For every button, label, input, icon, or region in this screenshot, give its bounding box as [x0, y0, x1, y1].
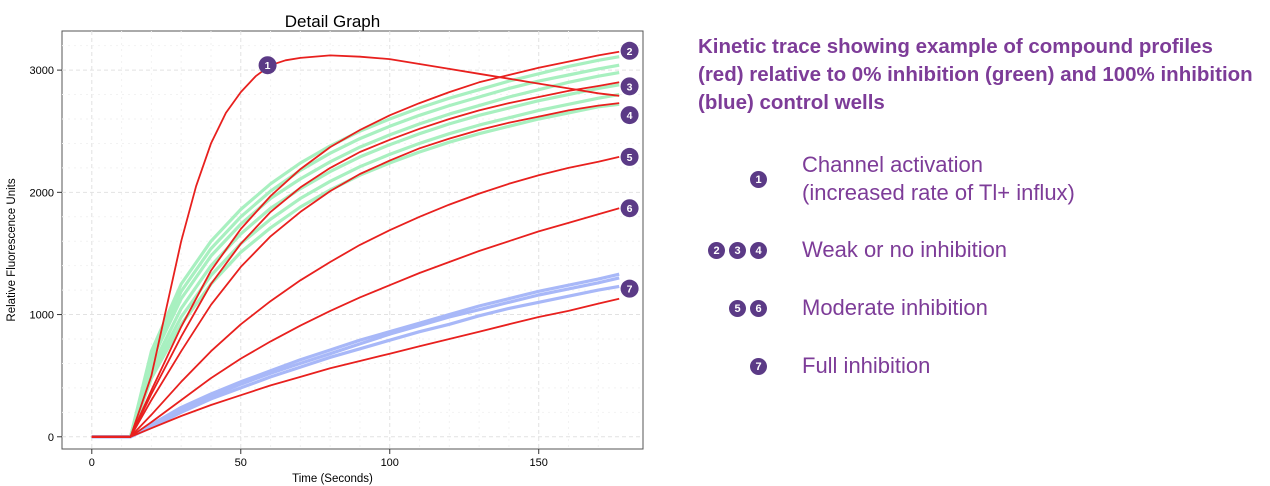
- chart-title: Detail Graph: [285, 12, 380, 31]
- marker-circle-7: [620, 279, 639, 298]
- marker-circle-2: [620, 41, 639, 60]
- y-tick-label: 0: [48, 432, 54, 444]
- x-tick-label: 0: [89, 457, 95, 469]
- full_inhibition-trace: [91, 272, 620, 439]
- zero_inhibition-trace: [91, 71, 620, 439]
- chart-svg: Detail Graph 0 50 100 150 0 1000 2000 3000 Time (…: [6, 12, 644, 485]
- marker-label-2: 2: [627, 46, 633, 58]
- compound-trace-1: [91, 54, 620, 438]
- marker-circle-5: [620, 147, 639, 166]
- legend-marker-5: 5: [729, 300, 746, 317]
- legend-marker-4: 4: [750, 242, 767, 259]
- zero_inhibition-trace: [91, 55, 620, 439]
- marker-circle-3: [620, 77, 639, 96]
- marker-label-1: 1: [265, 60, 271, 72]
- y-tick-label: 2000: [30, 187, 54, 199]
- x-axis-label: Time (Seconds): [292, 473, 373, 485]
- marker-label-7: 7: [627, 284, 633, 296]
- legend-text: Weak or no inhibition: [802, 237, 1008, 262]
- legend-marker-7: 7: [750, 358, 767, 375]
- compound-trace-2: [91, 50, 620, 438]
- legend-markers: 7: [750, 358, 767, 375]
- x-tick-label: 150: [530, 457, 548, 469]
- compound-trace-7: [91, 297, 620, 438]
- y-axis-label: Relative Fluorescence Units: [6, 178, 18, 321]
- legend-text: Channel activation: [802, 152, 984, 177]
- kinetic-chart: Detail Graph 0 50 100 150 0 1000 2000 3000 Time (…: [6, 12, 644, 485]
- x-tick-label: 100: [381, 457, 399, 469]
- marker-circle-1: [258, 56, 277, 75]
- legend-text: (increased rate of Tl+ influx): [802, 180, 1075, 205]
- marker-label-5: 5: [627, 152, 633, 164]
- marker-label-4: 4: [627, 110, 633, 122]
- legend-marker-3: 3: [729, 242, 746, 259]
- marker-circle-6: [620, 199, 639, 218]
- legend-marker-2: 2: [708, 242, 725, 259]
- legend-marker-1: 1: [750, 171, 767, 188]
- y-tick-label: 3000: [30, 65, 54, 77]
- legend-markers: 1: [750, 171, 767, 188]
- legend-text: Full inhibition: [802, 353, 931, 378]
- marker-circle-4: [620, 106, 639, 125]
- compound-trace-4: [91, 102, 620, 438]
- y-tick-label: 1000: [30, 310, 54, 322]
- compound-trace-3: [91, 81, 620, 438]
- caption-text: Kinetic trace showing example of compoun…: [698, 35, 1253, 114]
- zero_inhibition-trace: [91, 63, 620, 439]
- x-tick-label: 50: [235, 457, 247, 469]
- full_inhibition-trace: [91, 284, 620, 439]
- marker-label-6: 6: [627, 203, 633, 215]
- marker-label-3: 3: [627, 81, 633, 93]
- zero_inhibition-trace: [91, 102, 620, 439]
- legend-text: Moderate inhibition: [802, 295, 988, 320]
- compound-trace-5: [91, 156, 620, 438]
- zero_inhibition-trace: [91, 83, 620, 439]
- legend-marker-6: 6: [750, 300, 767, 317]
- full_inhibition-trace: [91, 276, 620, 439]
- zero_inhibition-trace: [91, 93, 620, 439]
- compound-trace-6: [91, 207, 620, 438]
